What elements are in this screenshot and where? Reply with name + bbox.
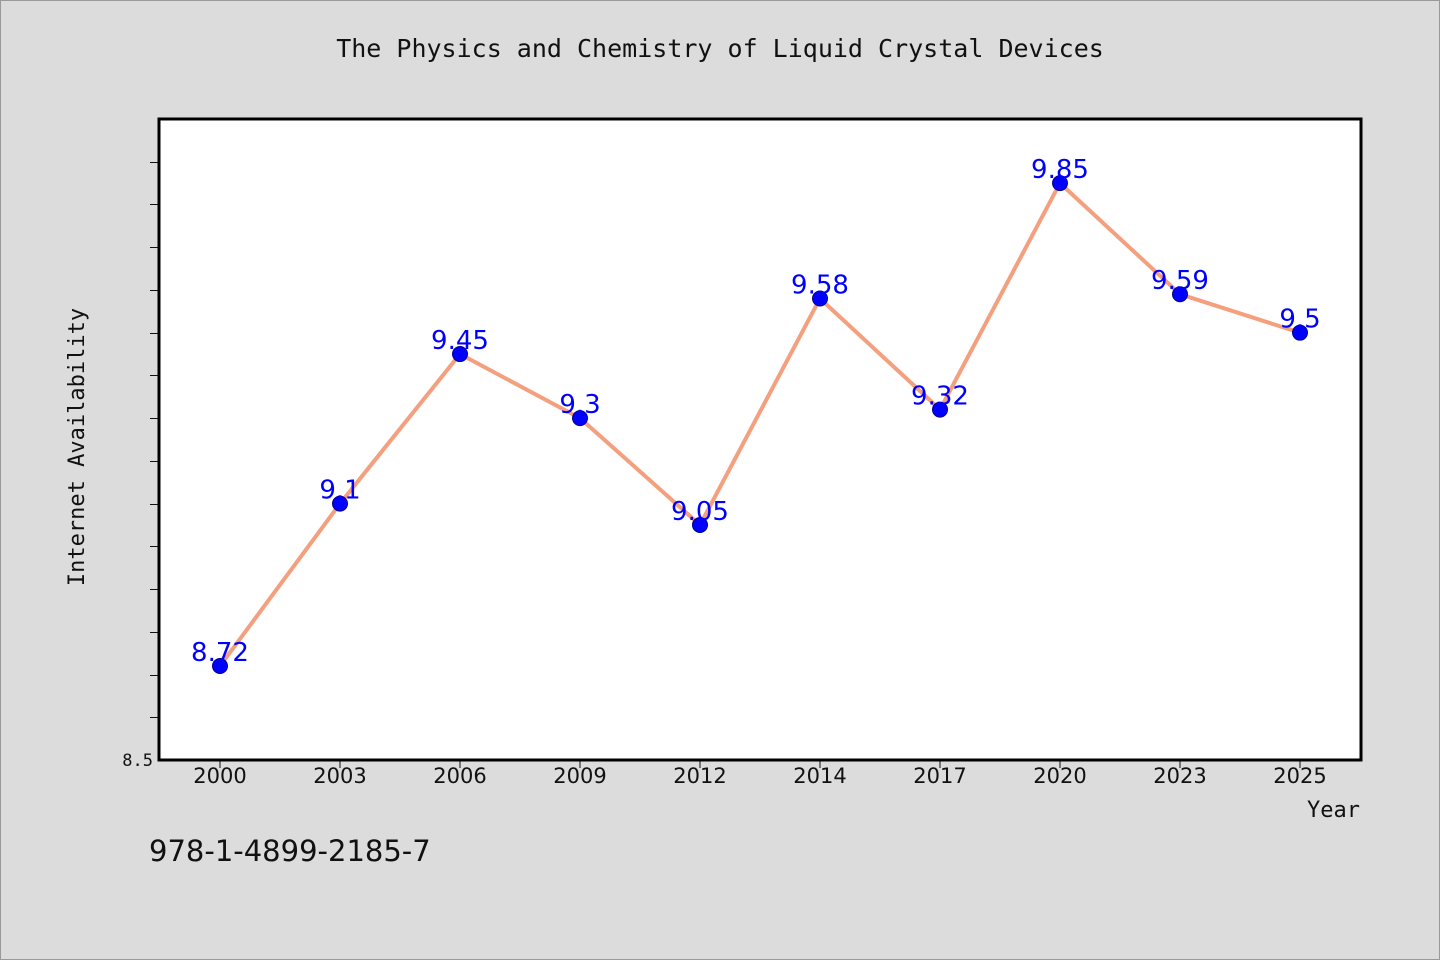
x-tick-label: 2017 [913, 764, 966, 788]
data-point [812, 290, 828, 307]
x-tick-label: 2000 [193, 764, 246, 788]
data-label: 9.58 [791, 270, 849, 300]
data-label: 9.59 [1151, 266, 1209, 296]
x-tick-label: 2009 [553, 764, 606, 788]
data-point [332, 495, 348, 512]
data-point [1052, 175, 1068, 192]
data-label: 9.5 [1279, 305, 1320, 335]
data-point [452, 346, 468, 363]
data-label: 9.45 [431, 326, 489, 356]
data-point [932, 401, 948, 418]
data-point [692, 516, 708, 533]
x-tick-label: 2012 [673, 764, 726, 788]
data-point [1292, 324, 1308, 341]
x-tick-label: 2003 [313, 764, 366, 788]
x-tick-label: 2025 [1273, 764, 1326, 788]
y-axis-title: Internet Availability [65, 308, 90, 586]
data-label: 9.05 [671, 497, 729, 527]
x-tick-label: 2020 [1033, 764, 1086, 788]
data-label: 9.1 [319, 476, 360, 506]
data-label: 9.3 [559, 390, 600, 420]
data-label: 9.32 [911, 382, 969, 412]
footer-isbn-text: 978-1-4899-2185-7 [149, 834, 431, 868]
plot-frame [157, 117, 1363, 762]
data-point [572, 410, 588, 427]
x-tick-label: 2014 [793, 764, 846, 788]
series-line [218, 181, 1302, 668]
x-tick-label: 2023 [1153, 764, 1206, 788]
y-tick-label: 8.5 [122, 751, 153, 771]
data-label: 8.72 [191, 638, 249, 668]
chart-title: The Physics and Chemistry of Liquid Crys… [336, 34, 1104, 63]
data-point [212, 657, 228, 674]
data-point [1172, 286, 1188, 303]
plot-area [159, 119, 1361, 760]
x-tick-label: 2006 [433, 764, 486, 788]
x-axis-title: Year [1307, 798, 1360, 823]
data-label: 9.85 [1031, 155, 1089, 185]
